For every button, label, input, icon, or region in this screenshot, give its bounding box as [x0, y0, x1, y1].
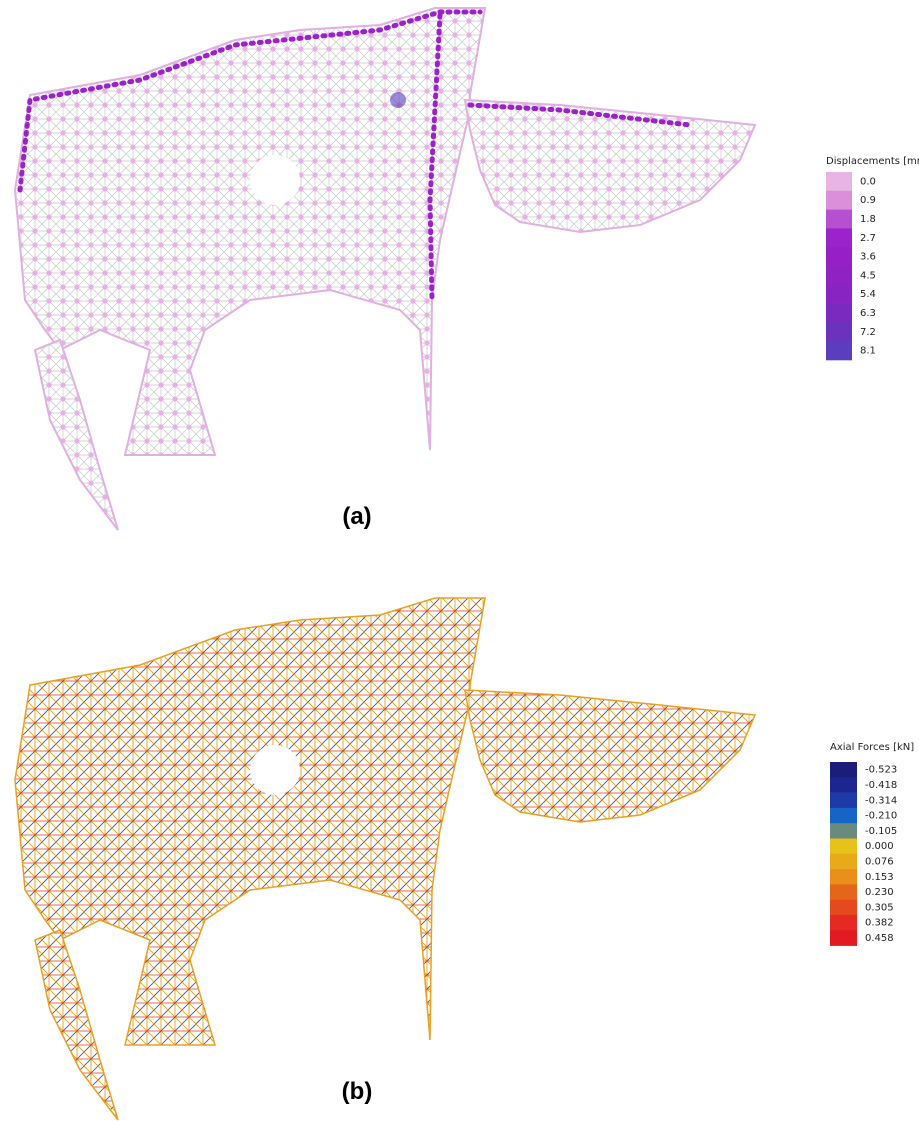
legend-swatch [826, 228, 852, 247]
legend-label: -0.314 [865, 795, 897, 806]
legend-label: 7.2 [860, 327, 876, 338]
legend-title: Displacements [mm] [826, 156, 919, 167]
legend-label: 0.458 [865, 933, 894, 944]
legend-swatch [826, 341, 852, 360]
legend-label: 0.000 [865, 841, 894, 852]
legend-swatch [830, 900, 857, 916]
legend-swatch [830, 869, 857, 885]
legend-swatch [830, 823, 857, 839]
legend-swatch [826, 322, 852, 341]
legend-label: 0.153 [865, 872, 894, 883]
mesh-axial [15, 598, 755, 1120]
legend-label: 5.4 [860, 289, 876, 300]
legend-label: 6.3 [860, 308, 876, 319]
legend-label: -0.105 [865, 826, 897, 837]
legend-swatch [826, 172, 852, 191]
legend-swatch [830, 884, 857, 900]
caption: (a) [342, 503, 371, 530]
legend-label: 1.8 [860, 214, 876, 225]
page: (a) (b) Displacements [mm] 0.0 0.9 1.8 2.7 3.… [0, 0, 919, 1121]
legend-swatch [826, 304, 852, 323]
legend-swatch [826, 247, 852, 266]
legend-swatch [826, 285, 852, 304]
legend-label: -0.210 [865, 811, 897, 822]
legend-swatch [830, 762, 857, 778]
legend-label: 0.230 [865, 887, 894, 898]
legend-swatch [830, 793, 857, 809]
legend-label: 4.5 [860, 270, 876, 281]
legend-label: -0.523 [865, 765, 897, 776]
figure: (a) (b) Displacements [mm] 0.0 0.9 1.8 2.7 3.… [0, 0, 919, 1121]
legend-swatch [826, 191, 852, 210]
legend-swatch [830, 915, 857, 931]
legend-label: 0.305 [865, 902, 894, 913]
legend-title: Axial Forces [kN] [830, 742, 914, 753]
legend-swatch [830, 854, 857, 870]
legend-swatch [830, 839, 857, 855]
legend-label: 0.9 [860, 195, 876, 206]
legend-swatch [826, 266, 852, 285]
legend-label: 0.076 [865, 856, 894, 867]
legend-swatch [830, 808, 857, 824]
legend-swatch [830, 777, 857, 793]
legend-label: 3.6 [860, 252, 876, 263]
legend-swatch [826, 210, 852, 229]
caption: (b) [342, 1078, 373, 1105]
legend-label: 0.382 [865, 918, 894, 929]
legend-swatch [830, 930, 857, 946]
legend-label: 0.0 [860, 176, 876, 187]
legend-label: 8.1 [860, 346, 876, 357]
legend-label: 2.7 [860, 233, 876, 244]
mesh-displacement [15, 8, 755, 530]
legend-label: -0.418 [865, 780, 897, 791]
